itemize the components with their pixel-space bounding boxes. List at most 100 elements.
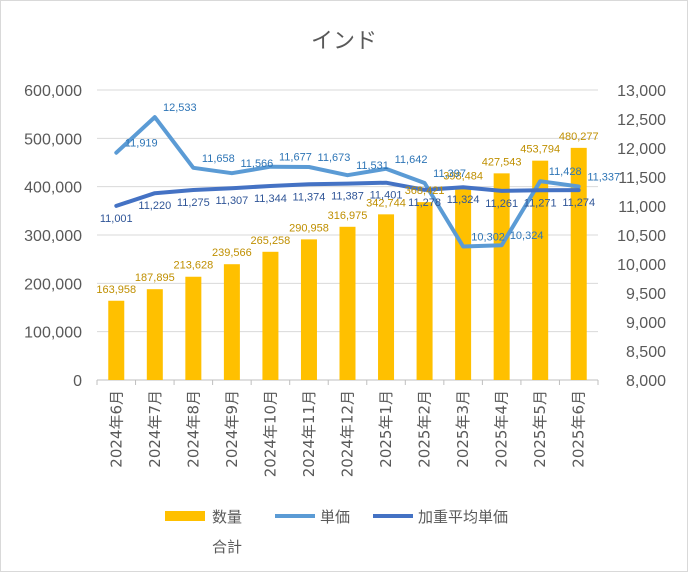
weighted-avg-data-label: 11,387	[331, 191, 364, 203]
bar	[532, 160, 549, 380]
unit-price-data-label: 10,324	[510, 230, 544, 242]
bar-data-label: 453,794	[520, 144, 560, 156]
unit-price-data-label: 10,302	[471, 231, 505, 243]
weighted-avg-data-label: 11,271	[524, 197, 557, 209]
weighted-avg-data-label: 11,324	[447, 194, 480, 206]
legend-label-bar-line2: 合計	[212, 538, 242, 556]
x-tick-label: 2024年6月	[107, 390, 125, 468]
bar	[378, 214, 395, 380]
series-line	[114, 180, 581, 208]
legend-swatch-bar	[165, 511, 205, 521]
unit-price-data-label: 11,428	[549, 166, 582, 178]
y-left-tick-label: 500,000	[24, 131, 82, 148]
legend-label-bar: 数量	[212, 508, 242, 526]
y-left-tick-label: 100,000	[24, 325, 82, 342]
x-tick-label: 2025年4月	[493, 390, 511, 468]
bar-data-label: 265,258	[251, 235, 291, 247]
weighted-avg-data-label: 11,220	[138, 200, 171, 212]
line-series	[114, 115, 581, 249]
y-right-tick-label: 8,500	[626, 344, 666, 361]
bar	[223, 264, 240, 380]
y-right-tick-label: 11,500	[618, 170, 666, 187]
bar-data-label: 239,566	[212, 247, 252, 259]
bar-data-label: 187,895	[135, 272, 175, 284]
y-axis-right: 8,000 8,500 9,000 9,500 10,000 10,500 11,000 11…	[617, 83, 666, 390]
x-tick-label: 2024年7月	[146, 390, 164, 468]
weighted-avg-data-label: 11,261	[485, 198, 518, 210]
series-line	[114, 115, 581, 249]
unit-price-data-label: 11,673	[318, 152, 351, 164]
unit-price-data-label: 11,658	[202, 153, 235, 165]
x-tick-label: 2024年10月	[261, 390, 279, 477]
bar-data-label: 163,958	[96, 284, 136, 296]
unit-price-data-label: 11,919	[125, 138, 158, 150]
bar-data-label: 368,421	[405, 185, 445, 197]
bar-data-label: 213,628	[173, 260, 213, 272]
y-left-tick-label: 400,000	[24, 180, 82, 197]
bar-data-label: 316,975	[328, 210, 368, 222]
bar	[570, 147, 587, 380]
weighted-avg-data-label: 11,274	[562, 197, 595, 209]
weighted-avg-data-label: 11,344	[254, 193, 287, 205]
y-right-tick-label: 9,500	[626, 286, 666, 303]
unit-price-data-label: 11,531	[356, 160, 389, 172]
bar	[146, 289, 163, 380]
weighted-avg-data-label: 11,278	[408, 197, 441, 209]
bar	[339, 226, 356, 380]
y-left-tick-label: 200,000	[24, 276, 82, 293]
bar-data-label: 290,958	[289, 222, 329, 234]
x-tick-label: 2024年11月	[300, 390, 318, 477]
x-axis: 2024年6月 2024年7月 2024年8月 2024年9月 2024年10月 2024…	[96, 380, 599, 477]
unit-price-data-label: 11,642	[395, 154, 428, 166]
x-tick-label: 2025年2月	[416, 390, 434, 468]
x-tick-label: 2024年9月	[223, 390, 241, 468]
bar-data-label: 342,744	[366, 197, 406, 209]
unit-price-data-label: 11,337	[587, 171, 620, 183]
unit-price-data-label: 11,397	[433, 168, 466, 180]
y-right-tick-label: 12,500	[617, 112, 666, 129]
bar	[262, 251, 279, 380]
unit-price-data-label: 11,677	[279, 152, 312, 164]
bar	[108, 300, 125, 380]
weighted-avg-data-label: 11,001	[100, 213, 133, 225]
y-right-tick-label: 10,500	[617, 228, 666, 245]
bar	[185, 276, 202, 380]
x-tick-label: 2025年3月	[454, 390, 472, 468]
x-tick-label: 2025年5月	[531, 390, 549, 468]
grid-lines	[97, 89, 598, 381]
x-tick-label: 2025年6月	[570, 390, 588, 468]
y-right-tick-label: 13,000	[617, 83, 666, 100]
weighted-avg-data-label: 11,374	[293, 191, 326, 203]
bar-series	[108, 147, 587, 380]
y-right-tick-label: 11,000	[618, 199, 666, 216]
y-right-tick-label: 12,000	[617, 141, 666, 158]
weighted-avg-data-label: 11,401	[370, 190, 403, 202]
y-axis-left: 0 100,000 200,000 300,000 400,000 500,000 600,…	[24, 83, 82, 390]
y-right-tick-label: 9,000	[626, 315, 666, 332]
unit-price-data-label: 12,533	[163, 102, 197, 114]
y-left-tick-label: 300,000	[24, 228, 82, 245]
y-right-tick-label: 10,000	[617, 257, 666, 274]
y-right-tick-label: 8,000	[626, 373, 666, 390]
y-left-tick-label: 0	[73, 373, 82, 390]
unit-price-data-label: 11,566	[240, 158, 273, 170]
y-left-tick-label: 600,000	[24, 83, 82, 100]
bar	[493, 173, 510, 380]
x-tick-label: 2024年8月	[184, 390, 202, 468]
data-labels: 163,958187,895213,628239,566265,258290,9…	[96, 102, 620, 296]
chart-title: インド	[311, 29, 377, 54]
legend-label-unit-price: 単価	[320, 508, 350, 526]
x-tick-label: 2025年1月	[377, 390, 395, 468]
bar	[416, 202, 433, 380]
bar	[300, 239, 317, 380]
x-tick-label: 2024年12月	[339, 390, 357, 477]
bar-data-label: 480,277	[559, 131, 599, 143]
bar-data-label: 427,543	[482, 156, 522, 168]
weighted-avg-data-label: 11,275	[177, 197, 210, 209]
weighted-avg-data-label: 11,307	[215, 195, 248, 207]
legend-label-weighted-avg: 加重平均単価	[418, 508, 508, 526]
bar	[455, 187, 472, 380]
bar-data-label: 398,484	[443, 170, 483, 182]
